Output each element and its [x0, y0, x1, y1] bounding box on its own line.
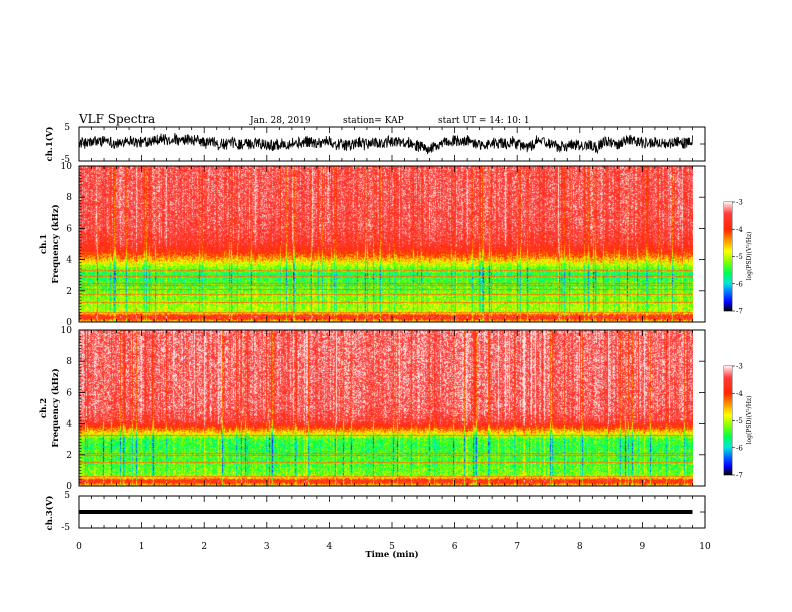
ch1-colorbar-holder — [724, 202, 732, 311]
ch1-ytick-top: 5 — [64, 123, 70, 133]
ch1-spectrogram-ytick-label: 4 — [66, 256, 72, 266]
ch2-spectrogram-ytick-label: 10 — [61, 326, 73, 336]
ch2-spectrogram-ylabel-top: ch.2 — [39, 398, 49, 418]
ch2-spectrogram-ytick-label: 6 — [66, 388, 72, 398]
ch1-spectrogram-ytick-label: 0 — [66, 318, 72, 328]
ch2-spectrogram-ytick-label: 0 — [66, 482, 72, 492]
ch2-colorbar-tick-label: -7 — [736, 472, 743, 480]
date-label: Jan. 28, 2019 — [249, 116, 311, 126]
ch3-ytick-bottom: -5 — [61, 523, 70, 533]
ch3-ytick-top: 5 — [64, 491, 70, 501]
ch2-spectrogram-ytick-label: 8 — [66, 357, 72, 367]
x-tick-label: 9 — [640, 542, 646, 552]
x-tick-label: 0 — [76, 542, 82, 552]
ch2-colorbar-label: log(PSD)(V²/Hz) — [746, 396, 753, 445]
x-tick-label: 3 — [264, 542, 270, 552]
ch2-spectrogram-panel: ch.2 Frequency (kHz) — [39, 330, 693, 486]
ch1-colorbar-tick-label: -6 — [736, 280, 743, 288]
x-tick-label: 4 — [327, 542, 333, 552]
ch1-ytick-bottom: -5 — [61, 155, 70, 165]
ch2-spectrogram-canvas-holder — [79, 330, 693, 486]
ch1-spectrogram-panel: ch.1 Frequency (kHz) — [39, 166, 693, 322]
ch1-colorbar-tick-label: -7 — [736, 308, 743, 316]
x-tick-label: 2 — [201, 542, 207, 552]
ch1-colorbar-tick-label: -4 — [736, 226, 743, 234]
ch1-spectrogram-ytick-label: 8 — [66, 193, 72, 203]
ch2-spectrogram-ylabel-bottom: Frequency (kHz) — [50, 368, 61, 447]
x-tick-label: 6 — [452, 542, 458, 552]
ch1-spectrogram-ytick-label: 6 — [66, 224, 72, 234]
ch3-waveform-ylabel: ch.3(V) — [44, 496, 55, 531]
ch2-colorbar: log(PSD)(V²/Hz) — [724, 366, 753, 475]
ch1-colorbar-gradient — [724, 202, 732, 311]
ch1-spectrogram-ylabel-top: ch.1 — [39, 234, 49, 254]
x-tick-label: 5 — [389, 542, 395, 552]
ch2-colorbar-tick-label: -6 — [736, 444, 743, 452]
x-tick-label: 1 — [139, 542, 145, 552]
x-tick-label: 8 — [577, 542, 583, 552]
x-tick-label: 10 — [699, 542, 711, 552]
ch2-colorbar-tick-label: -3 — [736, 363, 743, 371]
ch1-spectrogram-ylabel-bottom: Frequency (kHz) — [50, 204, 61, 283]
start-time-label: start UT = 14: 10: 1 — [438, 116, 530, 126]
ch1-spectrogram-ytick-label: 10 — [61, 162, 73, 172]
ch1-waveform-line — [78, 132, 693, 155]
ch2-colorbar-tick-label: -5 — [736, 417, 743, 425]
ch2-colorbar-holder — [724, 366, 732, 475]
ch1-spectrogram-ytick-label: 2 — [66, 287, 72, 297]
ch2-colorbar-gradient — [724, 366, 732, 475]
axes-layer: 0 1 2 3 4 5 6 7 8 9 1002468100246810-3-4-5-6-7-3-4… — [61, 126, 743, 552]
x-axis-label: Time (min) — [365, 549, 418, 560]
ch1-waveform-ylabel: ch.1(V) — [44, 127, 55, 162]
ch1-waveform-panel: 5 -5 ch.1(V) — [44, 123, 705, 165]
ch1-colorbar-tick-label: -5 — [736, 253, 743, 261]
ch2-spectrogram-ytick-label: 2 — [66, 451, 72, 461]
ch2-spectrogram-image — [79, 330, 693, 486]
x-tick-label: 7 — [514, 542, 520, 552]
ch1-colorbar-tick-label: -3 — [736, 199, 743, 207]
ch1-colorbar-label: log(PSD)(V²/Hz) — [746, 232, 753, 281]
ch2-spectrogram-ytick-label: 4 — [66, 420, 72, 430]
ch1-colorbar: log(PSD)(V²/Hz) — [724, 202, 753, 311]
ch2-colorbar-tick-label: -4 — [736, 390, 743, 398]
station-label: station= KAP — [343, 116, 404, 126]
ch1-spectrogram-canvas-holder — [79, 166, 693, 322]
ch1-spectrogram-image — [79, 166, 693, 322]
figure-title: VLF Spectra — [78, 112, 155, 126]
ch3-waveform-panel: 5 -5 ch.3(V) — [44, 491, 693, 533]
